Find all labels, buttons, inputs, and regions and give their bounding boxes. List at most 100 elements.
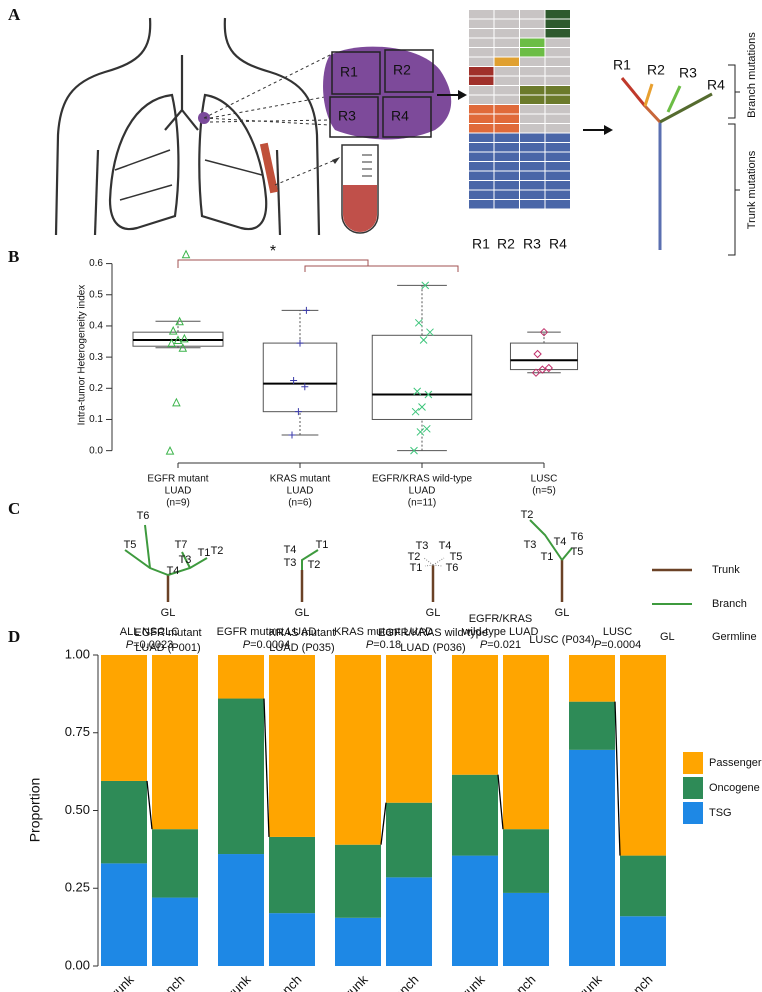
bar-segment [218,854,264,966]
bar-segment [152,655,198,830]
x-tick-label: Branch [616,972,656,992]
tree-tip: T3 [284,557,297,569]
heat-cell [494,76,519,85]
tree-tip: T5 [450,551,463,563]
bar-segment [101,863,147,966]
tree-tip: T1 [410,562,423,574]
heat-cell [520,181,545,190]
heat-cell [494,29,519,38]
tree-tip: T3 [524,539,537,551]
p-value: P=0.021 [480,639,521,651]
heat-cell [469,38,494,47]
point [175,316,184,326]
point [421,281,430,290]
heat-cell [494,124,519,133]
point [418,403,426,411]
x-tick-label: Branch [382,972,422,992]
tree-tip: T4 [167,565,180,577]
legend-swatch [683,777,703,799]
heat-cell [494,152,519,161]
x-tick-label: KRAS mutant [270,474,331,485]
heat-cell [520,133,545,142]
heat-cell [545,95,570,104]
heat-cell [469,152,494,161]
x-tick-label: (n=6) [288,498,312,509]
p-symbol: P [480,639,488,651]
heat-cell [545,48,570,57]
heat-cell [469,114,494,123]
heat-cell [494,114,519,123]
bar-segment [218,698,264,855]
region-label: R1 [340,64,358,80]
tree-tip: T1 [316,539,329,551]
y-tick-label: 0.1 [89,414,103,425]
bar-segment [152,829,198,898]
group-title: wild-type LUAD [462,626,539,638]
region-label: R4 [391,108,409,124]
heat-cell [545,152,570,161]
tree-tip: T2 [211,545,224,557]
p-number: =0.18 [373,639,401,651]
heat-cell [520,57,545,66]
legend-label: Trunk [712,564,740,576]
bar-segment [620,655,666,856]
p-symbol: P [366,639,374,651]
x-tick-label: Trunk [220,972,254,992]
p-symbol: P [126,639,134,651]
point [410,446,418,455]
zoom-lines [203,54,331,126]
legend-label: Germline [712,631,757,643]
point [419,336,428,344]
p-value: P=0.0023 [126,639,173,651]
bracket-label: Trunk mutations [746,150,758,229]
heat-cell [520,86,545,95]
p-symbol: P [594,639,602,651]
arrow-head [458,90,467,100]
heat-cell [469,105,494,114]
tree-tip: T2 [521,509,534,521]
heat-cell [520,171,545,180]
connector [614,701,621,856]
arrow [274,159,336,186]
heat-cell [469,57,494,66]
y-tick-label: 0.00 [65,957,90,972]
y-tick-label: 0.25 [65,880,90,895]
tree-caption: LUAD (P001) [135,642,200,654]
heat-cell [520,10,545,19]
y-tick-label: 0.3 [89,352,103,363]
tree-tip: T5 [571,546,584,558]
tree-tip: T7 [175,539,188,551]
heat-cell [469,200,494,209]
point [301,383,309,391]
heat-cell [469,86,494,95]
tree-root: GL [161,607,176,619]
heat-cell [494,10,519,19]
heatmap-column: R4 [549,236,567,252]
heat-cell [494,181,519,190]
tree-tip: T4 [439,540,452,552]
y-axis-label: Intra-tumor Heterogeneity index [77,285,88,426]
y-tick-label: 0.75 [65,724,90,739]
bar-segment [503,892,549,966]
heat-cell [545,190,570,199]
bar-segment [452,655,498,775]
legend-label: Oncogene [709,782,760,794]
significance-mark: * [270,243,276,260]
y-tick-label: 1.00 [65,646,90,661]
heat-cell [545,114,570,123]
p-symbol: P [243,639,251,651]
tree-root: GL [295,607,310,619]
panel-label: B [8,247,19,266]
heat-cell [545,67,570,76]
bar-segment [503,655,549,830]
y-tick-label: 0.2 [89,383,103,394]
point [172,397,181,407]
heat-cell [545,76,570,85]
tree-drawings [124,519,692,605]
heat-cell [545,38,570,47]
bar-segment [569,749,615,966]
legend-label: TSG [709,807,732,819]
heat-cell [469,124,494,133]
point [533,349,542,359]
